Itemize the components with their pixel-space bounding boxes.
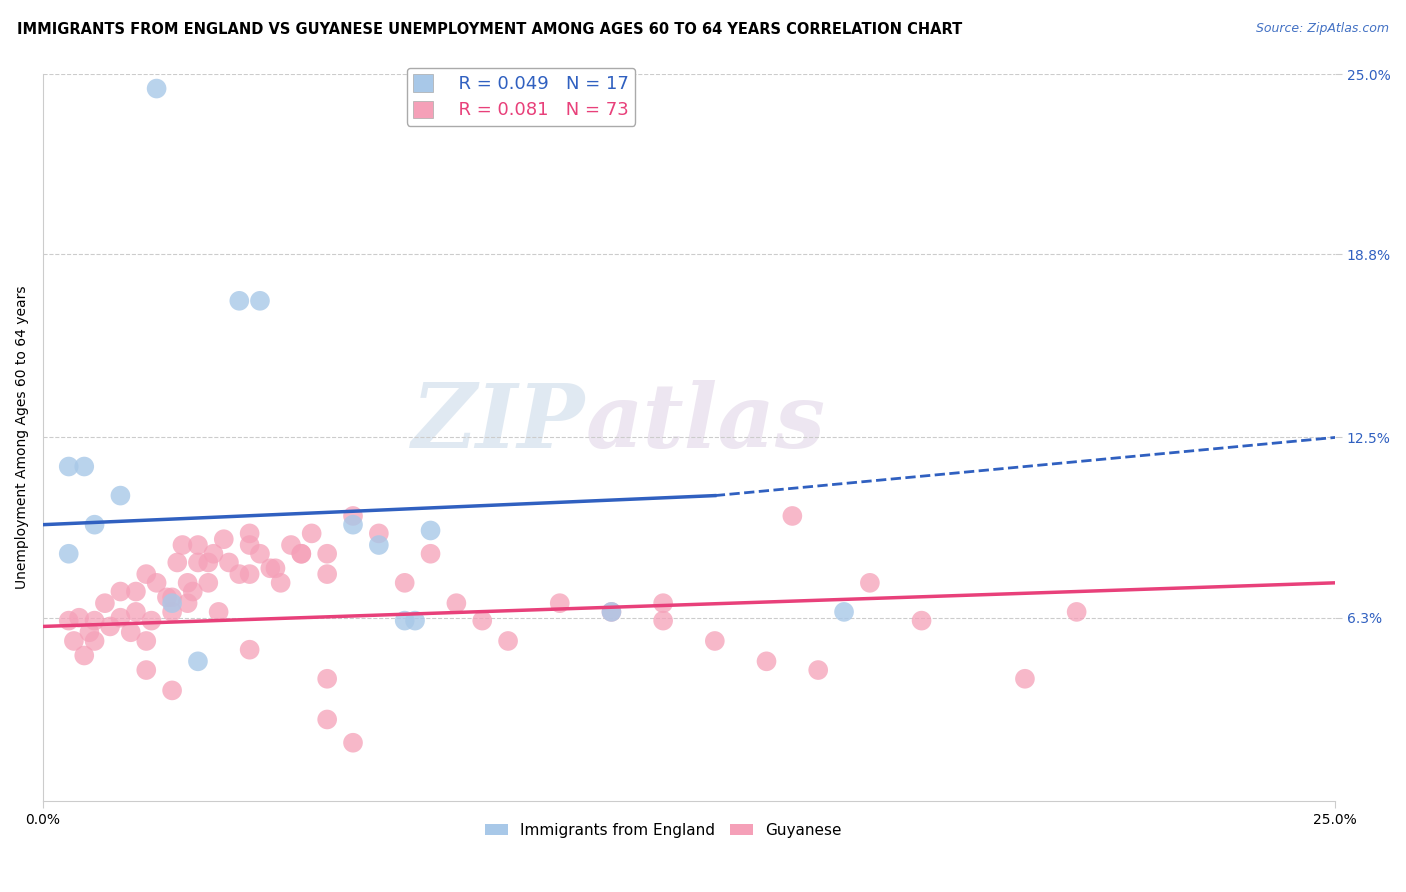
Point (145, 575, 167, 590)
Point (228, 567, 250, 582)
Point (94, 596, 117, 610)
Text: atlas: atlas (586, 380, 825, 467)
Point (703, 634, 725, 648)
Point (145, 81, 167, 95)
Point (394, 614, 416, 628)
Point (404, 614, 426, 628)
Point (471, 614, 494, 628)
Point (187, 538, 209, 552)
Point (135, 634, 157, 648)
Point (446, 596, 468, 610)
Point (367, 538, 389, 552)
Point (264, 561, 287, 575)
Point (290, 547, 312, 561)
Point (419, 547, 441, 561)
Point (316, 713, 339, 727)
Point (548, 596, 571, 610)
Point (141, 614, 163, 628)
Point (110, 611, 132, 625)
Point (83, 614, 105, 628)
Point (832, 605, 855, 619)
Point (316, 567, 339, 582)
Point (755, 654, 778, 668)
Point (342, 517, 364, 532)
Point (73, 648, 96, 663)
Point (807, 663, 830, 677)
Point (67, 611, 90, 625)
Point (58, 614, 80, 628)
Point (181, 584, 204, 599)
Point (63, 634, 86, 648)
Text: Source: ZipAtlas.com: Source: ZipAtlas.com (1256, 22, 1389, 36)
Point (98, 619, 121, 633)
Point (280, 538, 302, 552)
Point (160, 605, 183, 619)
Point (600, 605, 623, 619)
Point (197, 556, 219, 570)
Point (207, 605, 229, 619)
Point (239, 526, 262, 541)
Point (316, 672, 339, 686)
Point (249, 547, 271, 561)
Point (166, 556, 188, 570)
Point (218, 556, 240, 570)
Point (228, 293, 250, 308)
Point (187, 654, 209, 668)
Text: ZIP: ZIP (412, 380, 586, 467)
Point (859, 575, 882, 590)
Point (301, 526, 323, 541)
Point (496, 634, 519, 648)
Point (73, 459, 96, 474)
Point (176, 596, 198, 610)
Point (160, 591, 183, 605)
Point (125, 584, 148, 599)
Point (239, 642, 262, 657)
Point (342, 508, 364, 523)
Legend: Immigrants from England, Guyanese: Immigrants from England, Guyanese (478, 817, 848, 844)
Point (652, 596, 675, 610)
Point (79, 625, 101, 640)
Point (290, 547, 312, 561)
Point (239, 567, 262, 582)
Point (110, 489, 132, 503)
Point (239, 538, 262, 552)
Point (197, 575, 219, 590)
Point (419, 524, 441, 538)
Point (394, 575, 416, 590)
Point (652, 614, 675, 628)
Point (600, 605, 623, 619)
Point (160, 683, 183, 698)
Point (249, 293, 271, 308)
Point (83, 634, 105, 648)
Y-axis label: Unemployment Among Ages 60 to 64 years: Unemployment Among Ages 60 to 64 years (15, 285, 30, 590)
Point (342, 736, 364, 750)
Point (1066, 605, 1088, 619)
Point (782, 508, 804, 523)
Point (156, 591, 179, 605)
Point (910, 614, 932, 628)
Point (135, 663, 157, 677)
Point (110, 584, 132, 599)
Point (1014, 672, 1036, 686)
Text: IMMIGRANTS FROM ENGLAND VS GUYANESE UNEMPLOYMENT AMONG AGES 60 TO 64 YEARS CORRE: IMMIGRANTS FROM ENGLAND VS GUYANESE UNEM… (17, 22, 962, 37)
Point (316, 547, 339, 561)
Point (58, 459, 80, 474)
Point (58, 547, 80, 561)
Point (367, 526, 389, 541)
Point (259, 561, 281, 575)
Point (270, 575, 292, 590)
Point (202, 547, 225, 561)
Point (160, 596, 183, 610)
Point (176, 575, 198, 590)
Point (120, 625, 142, 640)
Point (172, 538, 194, 552)
Point (187, 556, 209, 570)
Point (135, 567, 157, 582)
Point (212, 532, 235, 546)
Point (125, 605, 148, 619)
Point (83, 517, 105, 532)
